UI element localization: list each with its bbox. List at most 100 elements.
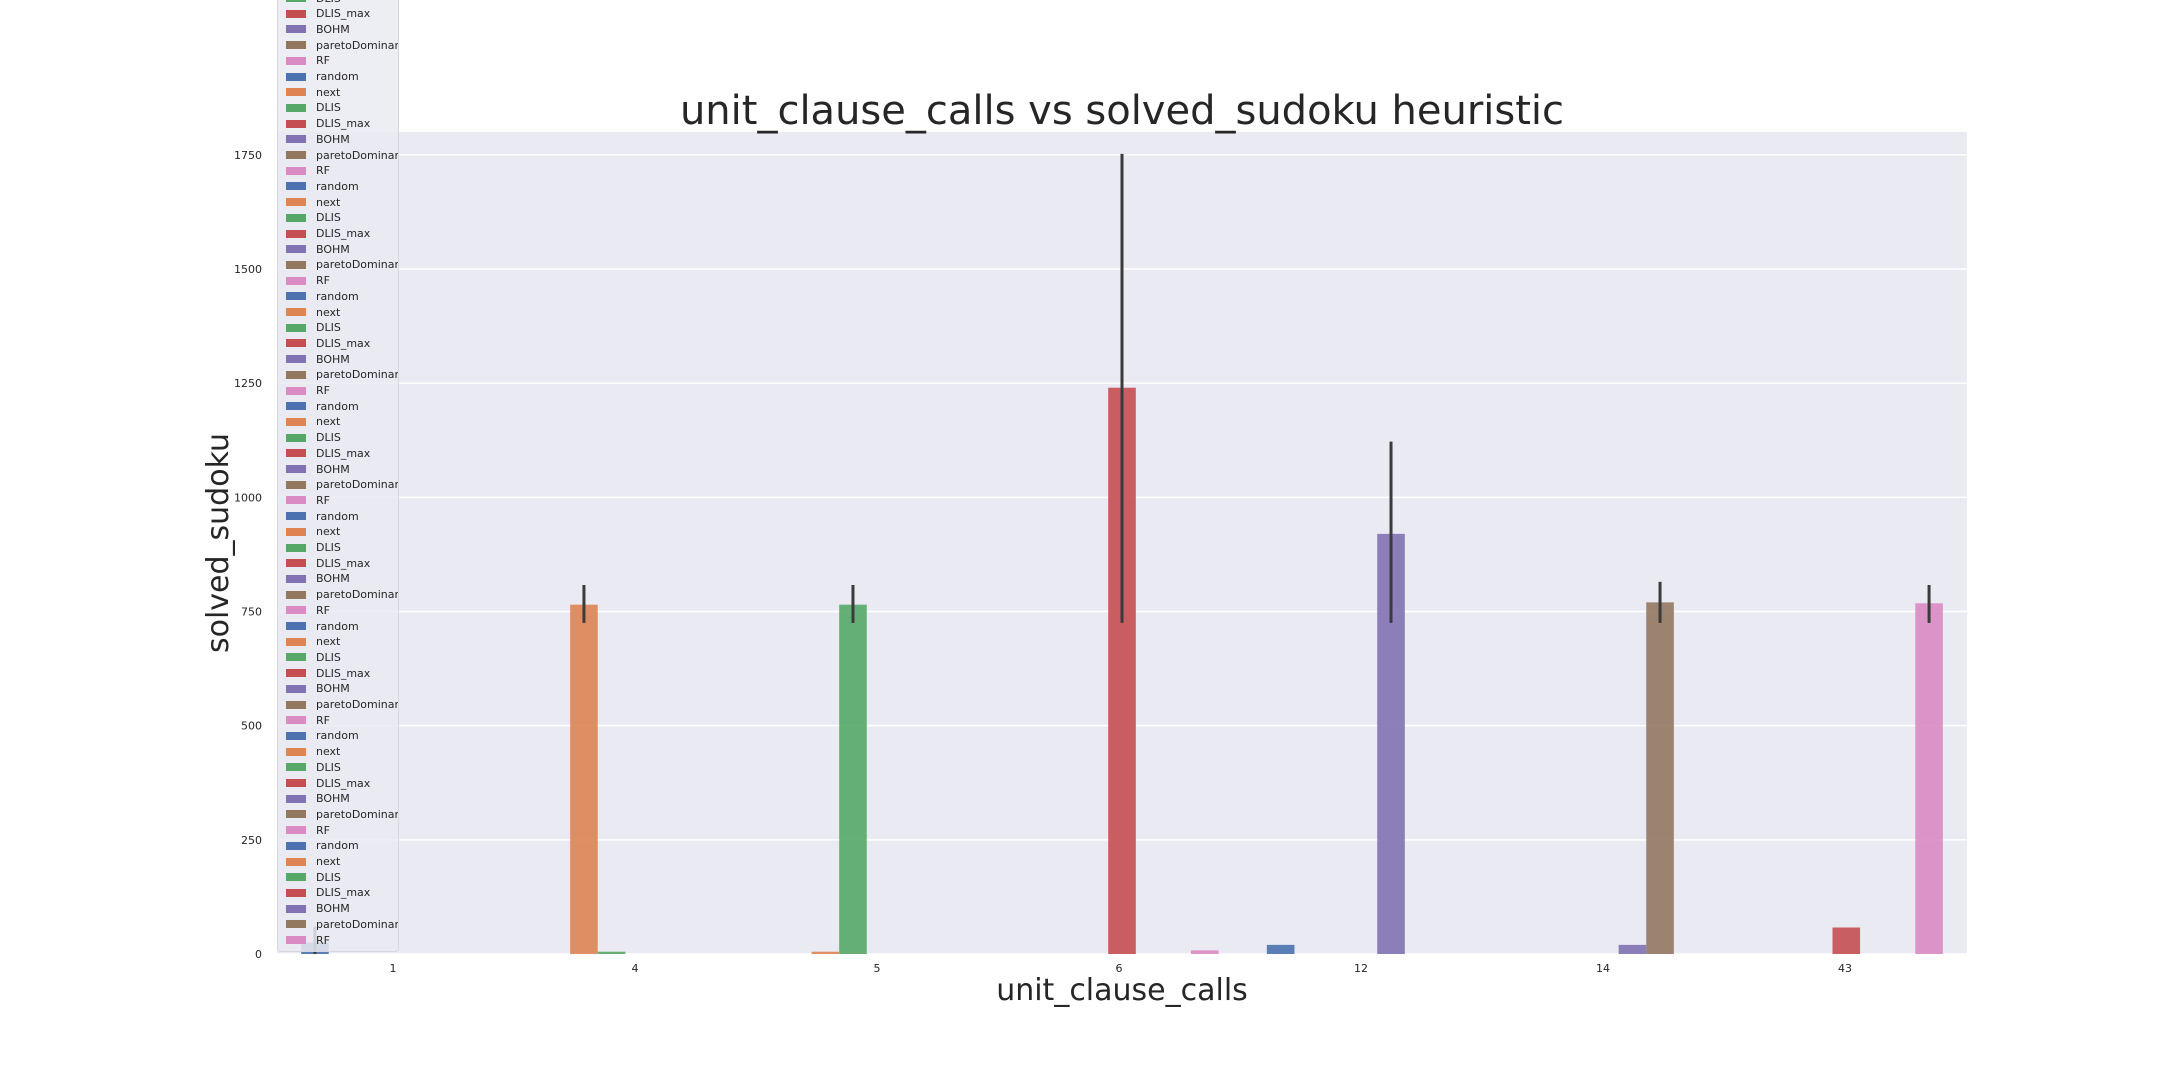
legend-item: random bbox=[286, 179, 359, 193]
legend-item: RF bbox=[286, 603, 330, 617]
legend-swatch bbox=[286, 465, 306, 473]
legend-item: paretoDominant bbox=[286, 588, 399, 602]
legend-swatch bbox=[286, 731, 306, 740]
legend-label: paretoDominant bbox=[316, 807, 399, 821]
legend-swatch bbox=[286, 370, 306, 379]
legend-item: paretoDominant bbox=[286, 698, 399, 712]
legend-label: random bbox=[316, 70, 359, 83]
legend-label: DLIS_max bbox=[316, 886, 371, 900]
legend-item: BOHM bbox=[286, 462, 350, 476]
legend-item: DLIS_max bbox=[286, 446, 370, 460]
bar-rf-43 bbox=[1915, 603, 1943, 954]
legend-label: RF bbox=[316, 384, 330, 397]
legend-label: DLIS_max bbox=[316, 776, 371, 790]
y-tick-label: 500 bbox=[241, 720, 262, 733]
legend-item: random bbox=[286, 619, 359, 633]
legend-swatch bbox=[286, 355, 306, 364]
y-axis-label: solved_sudoku bbox=[201, 433, 236, 653]
legend-label: DLIS bbox=[316, 760, 341, 774]
x-tick-labels: 1 4 5 6 12 14 43 bbox=[390, 962, 1853, 975]
legend-swatch bbox=[286, 72, 306, 81]
legend-item: random bbox=[286, 509, 359, 523]
legend-label: paretoDominant bbox=[316, 478, 399, 492]
legend-item: next bbox=[286, 195, 340, 209]
legend-item: next bbox=[286, 525, 340, 539]
legend-label: BOHM bbox=[316, 902, 350, 916]
legend-label: paretoDominant bbox=[316, 698, 399, 711]
legend-label: BOHM bbox=[316, 242, 350, 256]
legend-swatch bbox=[286, 449, 306, 458]
legend-label: DLIS_max bbox=[316, 446, 371, 460]
legend-swatch bbox=[286, 590, 306, 599]
legend-label: next bbox=[316, 635, 341, 649]
legend-swatch bbox=[286, 308, 306, 316]
legend-label: RF bbox=[316, 493, 330, 507]
legend-item: next bbox=[286, 855, 340, 869]
bar-random-12 bbox=[1266, 944, 1295, 954]
legend-swatch bbox=[286, 182, 306, 191]
bar-next-4 bbox=[570, 604, 598, 954]
legend-label: DLIS_max bbox=[316, 7, 371, 21]
legend-label: DLIS_max bbox=[316, 556, 371, 570]
x-tick-label: 6 bbox=[1116, 962, 1123, 975]
legend-swatch bbox=[286, 88, 306, 97]
x-axis-label: unit_clause_calls bbox=[996, 973, 1248, 1008]
y-tick-label: 250 bbox=[241, 834, 262, 847]
legend-item: next bbox=[286, 305, 340, 319]
x-tick-label: 5 bbox=[874, 962, 881, 975]
legend-item: random bbox=[286, 399, 359, 413]
bar-next-5 bbox=[811, 951, 840, 954]
legend-item: BOHM bbox=[286, 242, 350, 256]
legend-item: next bbox=[286, 745, 340, 759]
legend-item: DLIS bbox=[286, 870, 341, 884]
legend-item: DLIS bbox=[286, 101, 341, 115]
legend-label: RF bbox=[316, 274, 330, 288]
legend-item: random bbox=[286, 289, 359, 303]
legend-item: DLIS_max bbox=[286, 556, 370, 570]
x-tick-label: 1 bbox=[390, 962, 397, 975]
legend-swatch bbox=[286, 559, 306, 568]
legend-item: paretoDominant bbox=[286, 38, 398, 52]
bar-rf-6 bbox=[1190, 950, 1219, 954]
legend-swatch bbox=[286, 794, 306, 803]
y-tick-label: 1000 bbox=[234, 491, 262, 504]
legend-item: BOHM bbox=[286, 572, 350, 586]
legend-label: DLIS bbox=[316, 541, 341, 554]
legend-swatch bbox=[286, 0, 306, 2]
legend-label: paretoDominant bbox=[316, 148, 399, 162]
x-tick-label: 43 bbox=[1838, 962, 1852, 975]
legend-item: DLIS bbox=[286, 541, 341, 555]
legend-label: DLIS_max bbox=[316, 336, 371, 350]
legend-label: DLIS bbox=[316, 101, 341, 115]
legend-swatch bbox=[286, 543, 306, 552]
legend: DLISDLIS_maxBOHMparetoDominantRFrandomne… bbox=[277, 0, 399, 952]
legend-label: BOHM bbox=[316, 352, 350, 366]
legend-swatch bbox=[286, 684, 306, 693]
legend-item: RF bbox=[286, 164, 330, 178]
x-tick-label: 12 bbox=[1354, 962, 1368, 975]
legend-label: random bbox=[316, 399, 359, 413]
legend-swatch bbox=[286, 103, 306, 112]
legend-item: random bbox=[286, 839, 359, 853]
legend-item: BOHM bbox=[286, 352, 350, 366]
legend-item: BOHM bbox=[286, 22, 350, 36]
legend-label: BOHM bbox=[316, 682, 350, 696]
legend-item: paretoDominant bbox=[286, 917, 399, 931]
legend-label: paretoDominant bbox=[316, 588, 399, 602]
legend-item: DLIS bbox=[286, 760, 341, 774]
legend-swatch bbox=[286, 166, 306, 175]
legend-swatch bbox=[286, 873, 306, 882]
legend-swatch bbox=[286, 496, 306, 505]
legend-label: next bbox=[316, 855, 341, 868]
legend-item: RF bbox=[286, 274, 330, 288]
legend-label: BOHM bbox=[316, 572, 350, 586]
legend-swatch bbox=[286, 512, 306, 521]
legend-label: paretoDominant bbox=[316, 917, 399, 931]
y-tick-labels: 0 250 500 750 1000 1250 1500 1750 bbox=[234, 149, 262, 961]
bar-dlis-4 bbox=[597, 951, 626, 954]
legend-swatch bbox=[286, 119, 306, 128]
legend-label: next bbox=[316, 525, 341, 539]
legend-item: random bbox=[286, 729, 359, 743]
legend-label: DLIS bbox=[316, 431, 341, 445]
legend-swatch bbox=[286, 920, 306, 929]
